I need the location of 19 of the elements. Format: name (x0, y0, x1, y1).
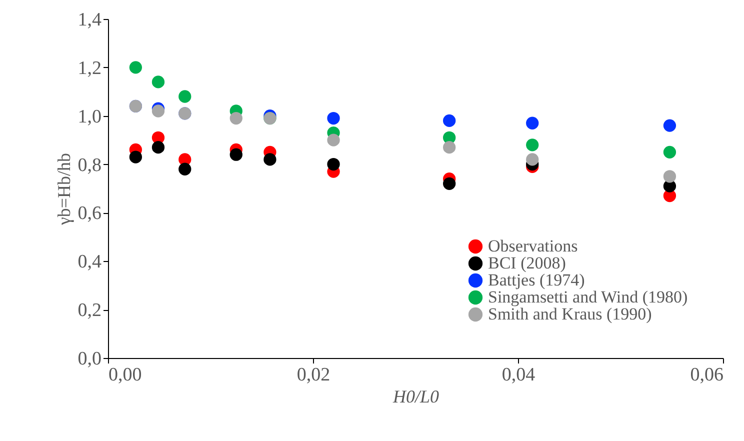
y-tick-label: 0,0 (78, 348, 102, 370)
y-tick-label: 0,2 (78, 300, 102, 322)
y-tick-label: 0,4 (78, 252, 102, 273)
legend-label: Battjes (1974) (488, 270, 585, 290)
legend-label: Smith and Kraus (1990) (488, 304, 652, 324)
y-axis-title: γb=Hb/hb (54, 152, 74, 226)
y-tick-label: 0,8 (78, 154, 102, 176)
y-tick-label: 1,0 (78, 106, 102, 128)
x-tick-label: 0,00 (108, 364, 142, 386)
y-tick-label: 1,2 (78, 58, 102, 79)
y-tick-label: 1,4 (78, 10, 102, 30)
x-tick-label: 0,02 (296, 364, 330, 386)
legend-label: BCI (2008) (488, 254, 566, 272)
legend-label: Observations (488, 236, 578, 256)
x-tick-label: 0,06 (690, 364, 724, 386)
legend-label: Singamsetti and Wind (1980) (488, 288, 688, 306)
x-tick-label: 0,04 (502, 364, 536, 386)
y-tick-label: 0,6 (78, 203, 102, 224)
x-axis-title: H0/L0 (392, 386, 440, 406)
